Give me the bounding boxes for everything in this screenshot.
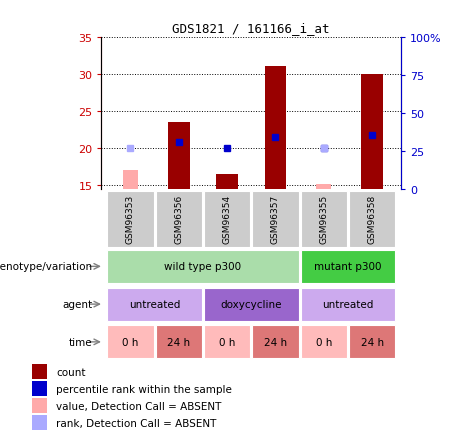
Bar xyxy=(361,75,383,189)
Bar xyxy=(123,171,138,189)
Bar xyxy=(32,365,47,379)
Text: GSM96358: GSM96358 xyxy=(367,194,377,243)
Bar xyxy=(204,191,250,247)
Text: 0 h: 0 h xyxy=(315,337,332,347)
Text: 0 h: 0 h xyxy=(219,337,235,347)
Bar xyxy=(301,326,347,358)
Bar xyxy=(32,398,47,413)
Text: value, Detection Call = ABSENT: value, Detection Call = ABSENT xyxy=(56,401,221,411)
Bar xyxy=(216,174,238,189)
Bar xyxy=(252,191,299,247)
Title: GDS1821 / 161166_i_at: GDS1821 / 161166_i_at xyxy=(172,22,330,35)
Text: 0 h: 0 h xyxy=(122,337,139,347)
Text: time: time xyxy=(69,337,92,347)
Text: agent: agent xyxy=(62,299,92,309)
Text: mutant p300: mutant p300 xyxy=(314,262,382,272)
Bar xyxy=(107,250,299,283)
Bar xyxy=(32,415,47,431)
Bar xyxy=(349,326,395,358)
Text: 24 h: 24 h xyxy=(361,337,384,347)
Bar xyxy=(107,288,202,321)
Bar xyxy=(265,67,286,189)
Bar xyxy=(349,191,395,247)
Text: wild type p300: wild type p300 xyxy=(165,262,242,272)
Bar xyxy=(32,381,47,396)
Bar xyxy=(168,123,189,189)
Text: untreated: untreated xyxy=(322,299,373,309)
Text: GSM96357: GSM96357 xyxy=(271,194,280,243)
Text: GSM96353: GSM96353 xyxy=(126,194,135,243)
Text: doxycycline: doxycycline xyxy=(220,299,282,309)
Text: genotype/variation: genotype/variation xyxy=(0,262,92,272)
Text: rank, Detection Call = ABSENT: rank, Detection Call = ABSENT xyxy=(56,418,216,428)
Text: GSM96355: GSM96355 xyxy=(319,194,328,243)
Bar xyxy=(252,326,299,358)
Text: GSM96356: GSM96356 xyxy=(174,194,183,243)
Text: untreated: untreated xyxy=(129,299,180,309)
Bar xyxy=(301,191,347,247)
Bar xyxy=(204,326,250,358)
Text: 24 h: 24 h xyxy=(264,337,287,347)
Bar xyxy=(155,326,202,358)
Text: GSM96354: GSM96354 xyxy=(223,194,231,243)
Bar xyxy=(107,191,154,247)
Bar xyxy=(301,288,395,321)
Bar xyxy=(301,250,395,283)
Text: count: count xyxy=(56,367,86,377)
Text: percentile rank within the sample: percentile rank within the sample xyxy=(56,384,232,394)
Bar xyxy=(316,184,331,189)
Bar xyxy=(107,326,154,358)
Text: 24 h: 24 h xyxy=(167,337,190,347)
Bar xyxy=(155,191,202,247)
Bar xyxy=(204,288,299,321)
